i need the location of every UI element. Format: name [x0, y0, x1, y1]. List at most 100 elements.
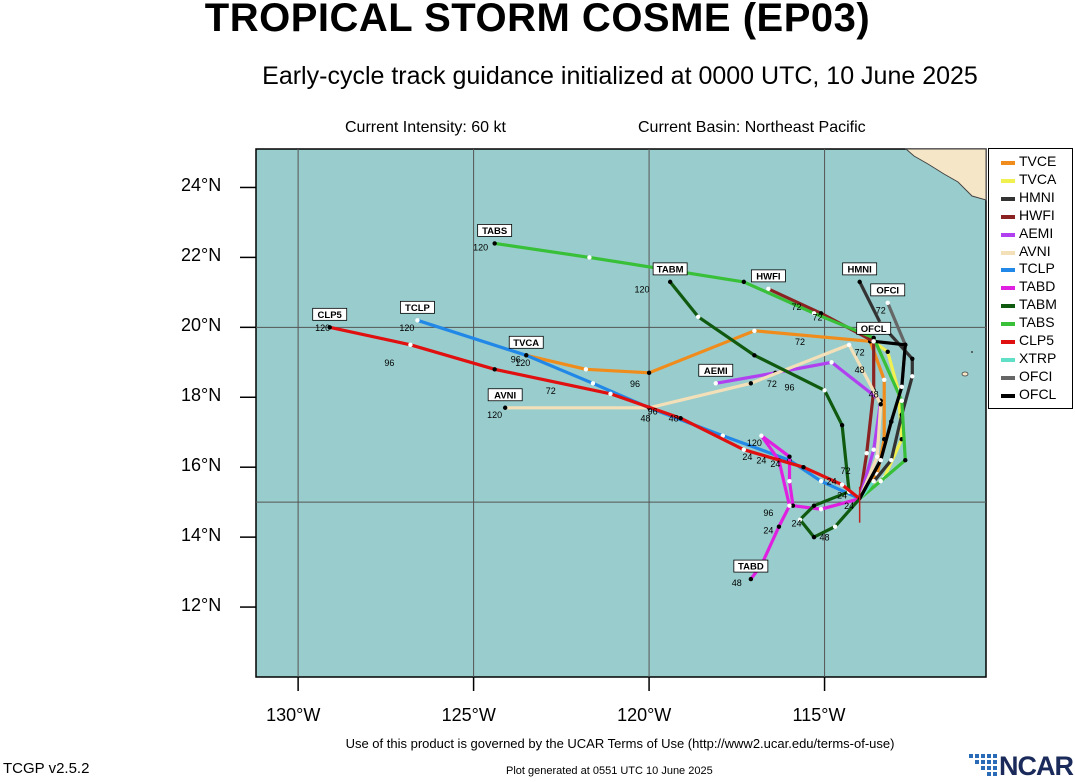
forecast-hour-label: 48 [641, 414, 651, 424]
forecast-hour-label: 24 [827, 477, 837, 487]
forecast-hour-label: 120 [473, 242, 488, 252]
forecast-hour-label: 120 [635, 284, 650, 294]
track-point [787, 454, 792, 459]
track-point [587, 255, 592, 260]
track-point [327, 325, 332, 330]
model-end-label: HMNI [848, 264, 872, 275]
axis-ticks [240, 186, 826, 691]
model-end-label: TABM [657, 264, 684, 275]
legend-swatch [1001, 232, 1015, 237]
legend-label: HWFI [1019, 206, 1055, 223]
model-end-label-box [652, 262, 688, 276]
track-point [720, 433, 725, 438]
legend-label: AEMI [1019, 224, 1054, 241]
forecast-hour-label: 48 [855, 365, 865, 375]
forecast-hour-label: 48 [869, 389, 879, 399]
forecast-hour-label: 72 [795, 337, 805, 347]
legend-label: CLP5 [1019, 332, 1055, 348]
track-point [759, 433, 764, 438]
track-point [871, 447, 876, 452]
model-end-label: TABS [482, 226, 507, 237]
forecast-hour-label: 72 [855, 347, 865, 357]
forecast-hour-label: 24 [763, 526, 773, 536]
track-point [787, 503, 792, 508]
forecast-hour-label: 24 [844, 501, 854, 511]
track-point [811, 503, 817, 508]
track-point [801, 464, 806, 470]
track-point [910, 374, 915, 379]
track-point [889, 458, 894, 463]
model-end-label-box [698, 363, 734, 377]
lat-tick-label: 12°N [181, 595, 222, 616]
track-point [832, 524, 838, 529]
track-point [846, 342, 852, 348]
legend-swatch [1001, 393, 1015, 398]
track-point [492, 367, 497, 372]
track-point [885, 349, 890, 355]
track-point [899, 398, 904, 403]
track-point [839, 423, 845, 428]
track-point [811, 534, 817, 540]
track-point [875, 454, 880, 459]
model-end-label: AVNI [494, 390, 516, 401]
model-end-label: TABD [738, 562, 764, 573]
track-point [492, 241, 497, 246]
version-label: TCGP v2.5.2 [3, 760, 90, 777]
model-end-label-box [751, 269, 786, 283]
page-subtitle: Early-cycle track guidance initialized a… [262, 62, 978, 90]
track-point [797, 517, 803, 522]
legend-swatch [1001, 214, 1015, 219]
track-point [857, 279, 862, 285]
current-basin: Current Basin: Northeast Pacific [638, 119, 866, 136]
forecast-hour-label: 72 [767, 379, 777, 389]
legend-swatch [1001, 268, 1015, 273]
track-point [408, 342, 413, 348]
model-end-label-box [487, 388, 523, 402]
model-end-label-box [400, 300, 435, 314]
forecast-hour-label: 120 [747, 438, 762, 448]
track-point [839, 482, 845, 487]
track-point [752, 328, 757, 334]
model-end-label: TCLP [405, 303, 430, 314]
forecast-hour-label: 24 [837, 491, 847, 501]
track-hwfi [766, 287, 876, 501]
forecast-hour-label: 72 [813, 312, 823, 322]
legend-label: TVCA [1019, 170, 1057, 187]
track-point [748, 381, 754, 386]
forecast-hour-label: 120 [515, 358, 530, 368]
forecast-hour-label: 24 [756, 456, 766, 466]
model-end-label-box [870, 283, 906, 297]
model-end-label: OFCL [861, 324, 887, 335]
track-point [766, 286, 771, 292]
grid-lines [256, 149, 986, 677]
track-point [885, 300, 890, 306]
track-point [667, 279, 673, 285]
legend-swatch [1001, 286, 1015, 291]
forecast-hour-label: 96 [763, 508, 773, 518]
track-point [713, 381, 718, 386]
ocean-background [255, 148, 987, 678]
forecast-hour-label: 72 [546, 386, 556, 396]
model-legend: TVCE TVCA HMNI HWFI AEMI AVNI TCLP TABD TABM TABS… [988, 148, 1073, 409]
forecast-hour-label: 24 [791, 519, 801, 529]
track-point [822, 388, 827, 393]
forecast-hour-label: 72 [791, 302, 801, 312]
legend-swatch [1001, 322, 1015, 327]
track-point [878, 478, 883, 484]
legend-label: HMNI [1019, 188, 1055, 205]
track-point [415, 318, 420, 323]
lat-tick-label: 22°N [181, 245, 222, 266]
forecast-hour-label: 96 [784, 382, 794, 392]
lon-tick-label: 115°W [792, 705, 846, 725]
land-mass [904, 148, 987, 377]
legend-swatch [1001, 196, 1015, 201]
ncar-logo-icon [969, 754, 997, 776]
lat-tick-label: 18°N [181, 385, 222, 406]
legend-label: AVNI [1019, 242, 1051, 259]
track-point [646, 370, 652, 375]
track-point [889, 419, 894, 424]
legend-label: TABD [1019, 278, 1056, 295]
model-end-label-box [842, 262, 878, 276]
track-point [903, 458, 908, 463]
